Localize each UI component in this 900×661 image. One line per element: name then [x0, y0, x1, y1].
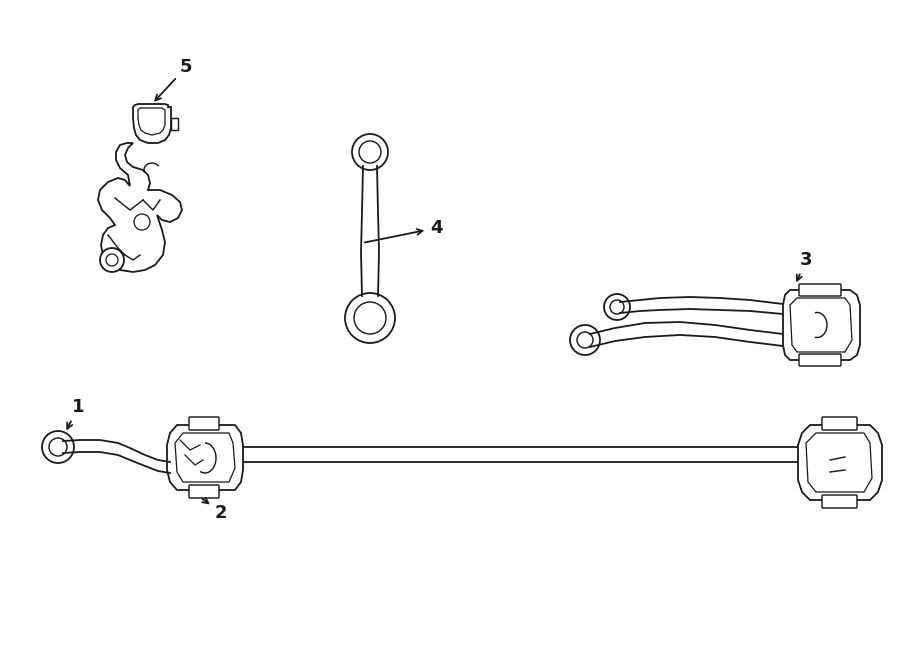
Text: 1: 1	[68, 398, 85, 429]
Polygon shape	[171, 118, 178, 130]
Polygon shape	[806, 433, 872, 492]
Circle shape	[106, 254, 118, 266]
FancyBboxPatch shape	[189, 485, 219, 498]
FancyBboxPatch shape	[799, 354, 841, 366]
Circle shape	[604, 294, 630, 320]
Polygon shape	[783, 290, 860, 360]
Circle shape	[354, 302, 386, 334]
Polygon shape	[175, 433, 235, 482]
Polygon shape	[138, 108, 165, 135]
Text: 5: 5	[156, 58, 193, 100]
Text: 2: 2	[202, 498, 228, 522]
Circle shape	[345, 293, 395, 343]
FancyBboxPatch shape	[822, 495, 857, 508]
Circle shape	[100, 248, 124, 272]
Text: 3: 3	[796, 251, 813, 281]
Circle shape	[352, 134, 388, 170]
FancyBboxPatch shape	[189, 417, 219, 430]
Polygon shape	[790, 298, 852, 352]
Circle shape	[49, 438, 67, 456]
Circle shape	[570, 325, 600, 355]
Polygon shape	[167, 425, 243, 490]
FancyBboxPatch shape	[822, 417, 857, 430]
FancyBboxPatch shape	[799, 284, 841, 296]
Circle shape	[134, 214, 150, 230]
Circle shape	[359, 141, 381, 163]
Circle shape	[42, 431, 74, 463]
Text: 4: 4	[364, 219, 443, 243]
Polygon shape	[98, 143, 182, 272]
Polygon shape	[133, 104, 171, 143]
Polygon shape	[798, 425, 882, 500]
Circle shape	[577, 332, 593, 348]
Circle shape	[610, 300, 624, 314]
